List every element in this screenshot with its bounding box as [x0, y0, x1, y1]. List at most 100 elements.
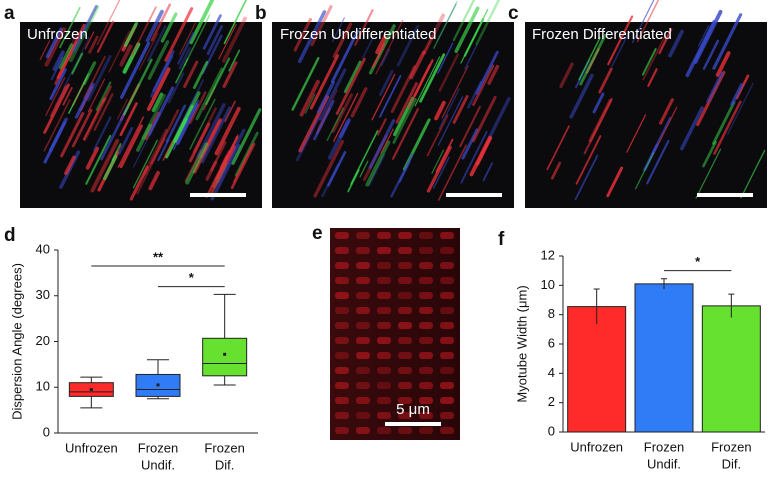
- fiber: [715, 51, 731, 77]
- fiber: [299, 79, 320, 117]
- fiber: [471, 95, 497, 143]
- sarcomere: [419, 352, 433, 359]
- sarcomere: [356, 427, 370, 434]
- fiber: [550, 161, 562, 180]
- sarcomere: [398, 277, 412, 284]
- y-axis-label: Dispersion Angle (degrees): [9, 263, 24, 420]
- scale-bar: [385, 422, 441, 426]
- sarcomere: [419, 397, 433, 404]
- fiber: [116, 98, 128, 120]
- fiber: [559, 62, 574, 89]
- sarcomere: [335, 367, 349, 374]
- fiber: [317, 89, 338, 130]
- sarcomere: [356, 382, 370, 389]
- fiber: [379, 69, 394, 96]
- fiber: [409, 50, 426, 80]
- fiber: [119, 41, 151, 99]
- fiber: [205, 160, 218, 181]
- fiber: [461, 128, 479, 160]
- fiber: [636, 0, 660, 43]
- fiber: [316, 80, 335, 114]
- fiber: [432, 156, 450, 189]
- x-tick-label: Frozen: [138, 440, 178, 455]
- sarcomere: [377, 292, 391, 299]
- fiber: [634, 152, 654, 190]
- fiber: [49, 85, 67, 117]
- fiber: [331, 29, 360, 83]
- fiber: [592, 92, 605, 114]
- fiber: [350, 129, 379, 185]
- sarcomere: [419, 382, 433, 389]
- fiber: [48, 117, 68, 153]
- fiber: [606, 166, 624, 198]
- fiber: [452, 0, 476, 42]
- sarcomere: [356, 397, 370, 404]
- fiber: [438, 88, 460, 130]
- fiber: [83, 97, 106, 141]
- sarcomere: [440, 262, 454, 269]
- fiber: [228, 49, 241, 72]
- fiber: [579, 33, 607, 86]
- sarcomere: [335, 397, 349, 404]
- sarcomere: [419, 337, 433, 344]
- fiber: [396, 24, 420, 67]
- x-tick-label: Frozen: [644, 439, 684, 454]
- fiber: [165, 104, 187, 143]
- fiber: [183, 14, 211, 67]
- fiber: [313, 100, 335, 141]
- fiber: [230, 142, 256, 190]
- fiber: [730, 83, 744, 107]
- fiber: [293, 17, 313, 52]
- fiber: [132, 118, 159, 168]
- fiber: [224, 100, 236, 123]
- fiber: [43, 83, 70, 134]
- fiber: [291, 57, 320, 111]
- fiber: [380, 128, 394, 154]
- significance-label: **: [153, 249, 164, 264]
- x-tick-label: Frozen: [204, 440, 244, 455]
- fiber: [426, 114, 449, 157]
- y-tick-label: 40: [36, 241, 50, 256]
- fiber: [136, 123, 152, 152]
- sarcomere: [419, 307, 433, 314]
- fiber: [335, 57, 366, 115]
- sarcomere: [419, 277, 433, 284]
- fiber: [233, 143, 254, 183]
- fiber: [574, 154, 599, 201]
- fiber: [377, 118, 387, 136]
- fiber: [210, 144, 241, 201]
- fiber: [60, 112, 85, 158]
- fiber: [74, 82, 95, 119]
- fiber: [658, 28, 673, 55]
- panel-label: b: [255, 3, 267, 24]
- sarcomere: [356, 307, 370, 314]
- sarcomere: [335, 307, 349, 314]
- fiber: [123, 21, 139, 47]
- sarcomere: [398, 412, 412, 419]
- fiber: [435, 138, 454, 173]
- fiber: [189, 0, 215, 45]
- fiber: [183, 60, 199, 89]
- fiber: [680, 106, 704, 151]
- fiber: [569, 73, 594, 119]
- fiber: [642, 34, 667, 81]
- sarcomere: [356, 292, 370, 299]
- fiber: [196, 103, 226, 159]
- fiber: [740, 149, 766, 199]
- sarcomere: [440, 322, 454, 329]
- fiber: [50, 56, 64, 81]
- fiber: [475, 136, 493, 166]
- fiber: [437, 3, 457, 41]
- fiber: [192, 60, 209, 90]
- fiber: [419, 53, 446, 103]
- sarcomere: [440, 277, 454, 284]
- fiber: [459, 105, 481, 148]
- fiber: [327, 151, 347, 187]
- fiber: [71, 108, 93, 148]
- fiber: [146, 67, 171, 111]
- sarcomere: [356, 412, 370, 419]
- fiber: [598, 67, 613, 94]
- sarcomere: [419, 427, 433, 434]
- y-tick-label: 0: [548, 423, 555, 438]
- sarcomere: [335, 292, 349, 299]
